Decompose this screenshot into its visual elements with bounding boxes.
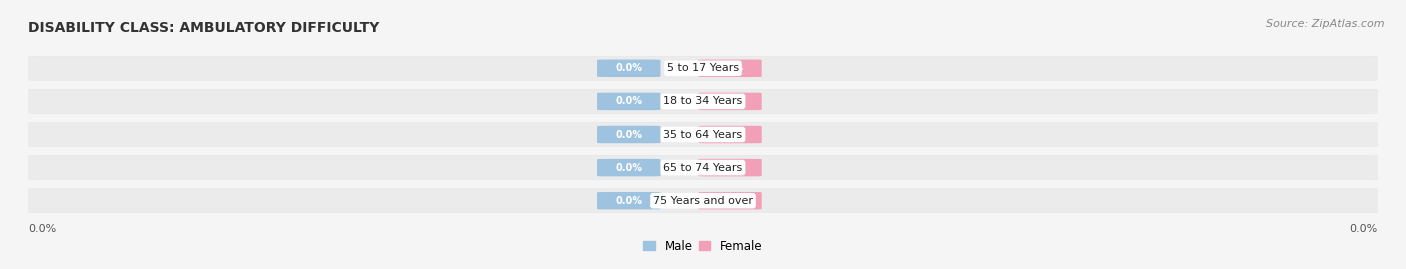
Text: 0.0%: 0.0% — [616, 129, 643, 140]
FancyBboxPatch shape — [598, 159, 661, 176]
Text: 35 to 64 Years: 35 to 64 Years — [664, 129, 742, 140]
FancyBboxPatch shape — [25, 122, 1381, 147]
FancyBboxPatch shape — [25, 155, 1381, 180]
Text: 0.0%: 0.0% — [717, 162, 744, 173]
Text: 0.0%: 0.0% — [616, 162, 643, 173]
Text: 0.0%: 0.0% — [616, 196, 643, 206]
FancyBboxPatch shape — [25, 189, 1381, 213]
FancyBboxPatch shape — [699, 93, 762, 110]
Text: 0.0%: 0.0% — [616, 63, 643, 73]
FancyBboxPatch shape — [699, 126, 762, 143]
Text: 0.0%: 0.0% — [28, 224, 56, 234]
Text: 0.0%: 0.0% — [717, 96, 744, 107]
FancyBboxPatch shape — [25, 89, 1381, 114]
FancyBboxPatch shape — [25, 122, 1381, 147]
Text: 0.0%: 0.0% — [717, 63, 744, 73]
Text: 75 Years and over: 75 Years and over — [652, 196, 754, 206]
FancyBboxPatch shape — [25, 89, 1381, 114]
Text: 0.0%: 0.0% — [1350, 224, 1378, 234]
Text: DISABILITY CLASS: AMBULATORY DIFFICULTY: DISABILITY CLASS: AMBULATORY DIFFICULTY — [28, 21, 380, 35]
FancyBboxPatch shape — [598, 59, 661, 77]
FancyBboxPatch shape — [25, 56, 1381, 80]
FancyBboxPatch shape — [25, 56, 1381, 80]
Legend: Male, Female: Male, Female — [644, 240, 762, 253]
FancyBboxPatch shape — [25, 155, 1381, 180]
Text: 0.0%: 0.0% — [717, 129, 744, 140]
FancyBboxPatch shape — [25, 189, 1381, 213]
FancyBboxPatch shape — [598, 93, 661, 110]
Text: 65 to 74 Years: 65 to 74 Years — [664, 162, 742, 173]
FancyBboxPatch shape — [699, 159, 762, 176]
FancyBboxPatch shape — [598, 192, 661, 210]
Text: 18 to 34 Years: 18 to 34 Years — [664, 96, 742, 107]
FancyBboxPatch shape — [699, 192, 762, 210]
FancyBboxPatch shape — [699, 59, 762, 77]
Text: Source: ZipAtlas.com: Source: ZipAtlas.com — [1267, 19, 1385, 29]
Text: 0.0%: 0.0% — [616, 96, 643, 107]
Text: 0.0%: 0.0% — [717, 196, 744, 206]
FancyBboxPatch shape — [598, 126, 661, 143]
Text: 5 to 17 Years: 5 to 17 Years — [666, 63, 740, 73]
